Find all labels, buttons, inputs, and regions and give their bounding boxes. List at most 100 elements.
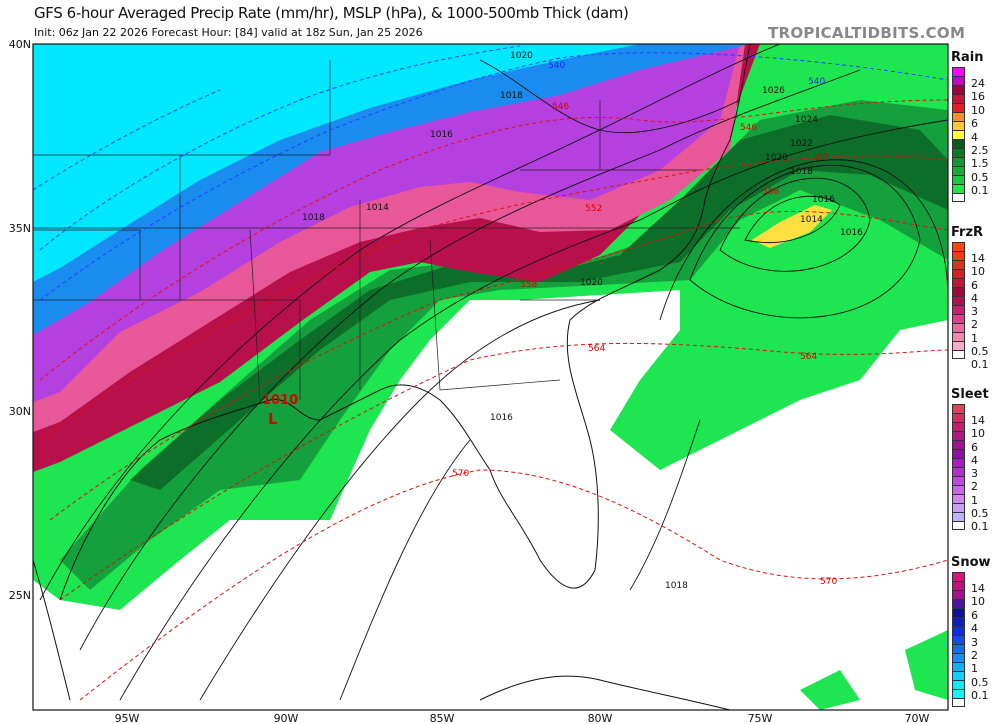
- thickness-label: 564: [588, 344, 605, 354]
- longitude-label: 95W: [115, 712, 140, 724]
- thickness-warm: [39, 99, 948, 701]
- legend-swatch: [952, 617, 965, 626]
- legend-swatch: [952, 67, 965, 76]
- legend-swatch: [952, 323, 965, 332]
- legend-label: 10: [971, 595, 985, 609]
- legend-label: 1: [971, 493, 978, 507]
- isobar-label: 1016: [490, 413, 513, 423]
- isobar-label: 1026: [762, 86, 785, 96]
- legend-snow: Snow 14 10 6 4 3 2 1 0.5 0.1: [950, 555, 1000, 707]
- legend-frzr: FrzR 14 10 6 4 3 2 1 0.5 0.1: [950, 225, 1000, 370]
- legend-label: 14: [971, 414, 985, 427]
- legend-swatch: [952, 260, 965, 269]
- legend-swatch: [952, 572, 965, 581]
- thickness-label: 540: [548, 61, 565, 71]
- coastline: [59, 44, 751, 601]
- isobar-label: 1014: [800, 215, 823, 225]
- legend-swatch: [952, 590, 965, 599]
- legend-swatch: [952, 581, 965, 590]
- precip-rain-light-blob: [800, 670, 860, 710]
- cuba-coast: [479, 675, 731, 710]
- longitude-label: 85W: [430, 712, 455, 724]
- isobar-label: 1016: [840, 228, 863, 238]
- legend-color-scale: [952, 67, 965, 202]
- latitude-label: 25N: [9, 589, 31, 602]
- legend-swatch: [952, 503, 965, 512]
- legend-swatch: [952, 404, 965, 413]
- legend-labels: 14 10 6 4 3 2 1 0.5 0.1: [971, 415, 989, 532]
- legend-swatch: [952, 148, 965, 157]
- legend-swatch: [952, 184, 965, 193]
- isobar-label: 1022: [790, 139, 813, 149]
- legend-swatch: [952, 599, 965, 608]
- isobar-label: 1020: [765, 153, 788, 163]
- legend-swatch: [952, 689, 965, 698]
- site-brand: TROPICALTIDBITS.COM: [768, 24, 966, 42]
- legend-label: 6: [971, 278, 978, 292]
- latitude-label: 40N: [9, 38, 31, 51]
- legend-label: 0.1: [971, 689, 989, 702]
- legend-label: 6: [971, 440, 978, 454]
- thickness-label: 546: [740, 123, 757, 133]
- legend-label: 3: [971, 635, 978, 649]
- legend-swatch: [952, 413, 965, 422]
- precip-rain-yellow: [752, 205, 832, 248]
- isobar-label: 1014: [366, 203, 389, 213]
- thickness-label: 558: [520, 280, 537, 290]
- legend-swatch: [952, 449, 965, 458]
- legend-swatch: [952, 440, 965, 449]
- legend-swatch: [952, 278, 965, 287]
- thickness-label: 570: [452, 469, 469, 479]
- legend-sleet: Sleet 14 10 6 4 3 2 1 0.5 0.1: [950, 387, 1000, 532]
- legend-swatch: [952, 485, 965, 494]
- legend-label: 4: [971, 622, 978, 636]
- legend-swatch: [952, 671, 965, 680]
- legend-swatch: [952, 85, 965, 94]
- legend-swatch: [952, 296, 965, 305]
- legend-label: 0.5: [971, 170, 989, 184]
- legend-swatch: [952, 103, 965, 112]
- legend-swatch: [952, 512, 965, 521]
- legend-swatch: [952, 458, 965, 467]
- legend-swatch: [952, 305, 965, 314]
- legend-swatch: [952, 422, 965, 431]
- legend-label: 10: [971, 427, 985, 441]
- legend-label: 0.1: [971, 520, 989, 533]
- thickness-label: 552: [585, 204, 602, 214]
- thickness-label: 552: [812, 153, 829, 163]
- legend-swatch: [952, 662, 965, 671]
- legend-swatch: [952, 166, 965, 175]
- legend-label: 6: [971, 117, 978, 131]
- precip-rain-heavy: [130, 115, 948, 490]
- mexico-coast: [33, 559, 71, 701]
- legend-label: 1: [971, 662, 978, 676]
- legend-swatch: [952, 608, 965, 617]
- legend-label: 3: [971, 467, 978, 480]
- axis-labels: 40N 35N 30N 25N 95W 90W 85W 80W 75W 70W: [9, 38, 930, 724]
- legend-label: 4: [971, 130, 978, 144]
- run-info: Init: 06z Jan 22 2026 Forecast Hour: [84…: [34, 26, 423, 39]
- legend-swatch: [952, 680, 965, 689]
- isobar-label: 1016: [812, 195, 835, 205]
- legend-swatch: [952, 350, 965, 359]
- low-pressure-symbol: L: [268, 410, 278, 428]
- longitude-label: 70W: [905, 712, 930, 724]
- legend-labels: 14 10 6 4 3 2 1 0.5 0.1: [971, 253, 989, 370]
- legend-labels: 14 10 6 4 3 2 1 0.5 0.1: [971, 583, 989, 701]
- longitude-label: 80W: [588, 712, 613, 724]
- legend-label: 14: [971, 582, 985, 595]
- legend-label: 4: [971, 291, 978, 305]
- latitude-label: 35N: [9, 222, 31, 235]
- thickness-cold: [33, 45, 948, 301]
- legend-swatch: [952, 242, 965, 251]
- legend-swatch: [952, 76, 965, 85]
- legend-swatch: [952, 269, 965, 278]
- legend-swatch: [952, 521, 965, 530]
- legend-swatch: [952, 112, 965, 121]
- map-field: 1020101810161014101810161020102610241022…: [33, 44, 948, 710]
- legend-label: 2: [971, 648, 978, 662]
- legend-swatch: [952, 121, 965, 130]
- legend-swatch: [952, 494, 965, 503]
- latitude-label: 30N: [9, 405, 31, 418]
